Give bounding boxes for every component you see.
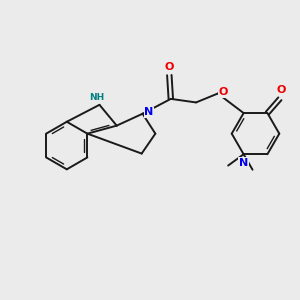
Text: O: O bbox=[218, 87, 228, 97]
Text: O: O bbox=[165, 62, 174, 72]
Text: N: N bbox=[239, 158, 248, 168]
Text: O: O bbox=[277, 85, 286, 95]
Text: N: N bbox=[145, 107, 154, 117]
Text: NH: NH bbox=[89, 93, 105, 102]
